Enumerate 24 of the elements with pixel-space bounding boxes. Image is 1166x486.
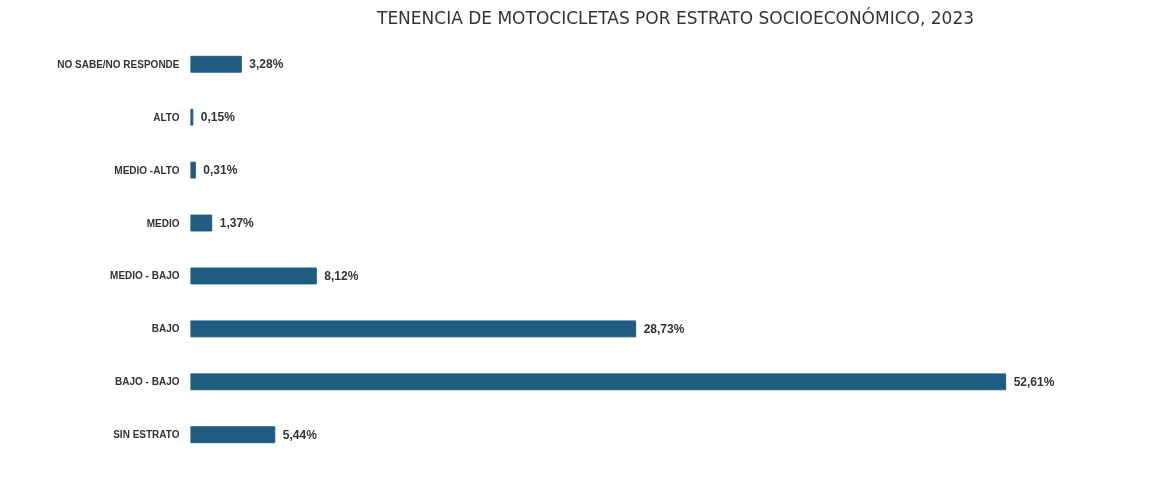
y-tick-label: MEDIO — [146, 217, 180, 229]
bar — [190, 267, 317, 285]
data-label: 0,15% — [200, 110, 236, 125]
data-label: 5,44% — [282, 427, 318, 442]
data-label: 8,12% — [324, 268, 359, 283]
data-label: 1,37% — [219, 216, 255, 231]
bar — [190, 373, 1007, 391]
bar — [190, 55, 242, 73]
data-label: 28,73% — [643, 321, 685, 336]
y-tick-label: MEDIO - BAJO — [110, 270, 180, 282]
bar — [190, 161, 196, 179]
data-label: 52,61% — [1013, 374, 1055, 389]
chart-title: TENENCIA DE MOTOCICLETAS POR ESTRATO SOCIOECONÓMICO, 2023 — [375, 6, 975, 28]
y-tick-label: ALTO — [153, 111, 180, 123]
bar — [190, 320, 637, 338]
data-label: 0,31% — [203, 163, 238, 178]
data-label: 3,28% — [249, 57, 284, 72]
y-tick-label: MEDIO -ALTO — [114, 164, 180, 176]
y-tick-label: SIN ESTRATO — [113, 429, 180, 441]
bar — [190, 214, 213, 232]
y-tick-label: BAJO — [151, 323, 180, 335]
y-tick-label: BAJO - BAJO — [115, 376, 180, 388]
y-tick-label: NO SABE/NO RESPONDE — [57, 58, 180, 70]
bar — [190, 426, 276, 444]
